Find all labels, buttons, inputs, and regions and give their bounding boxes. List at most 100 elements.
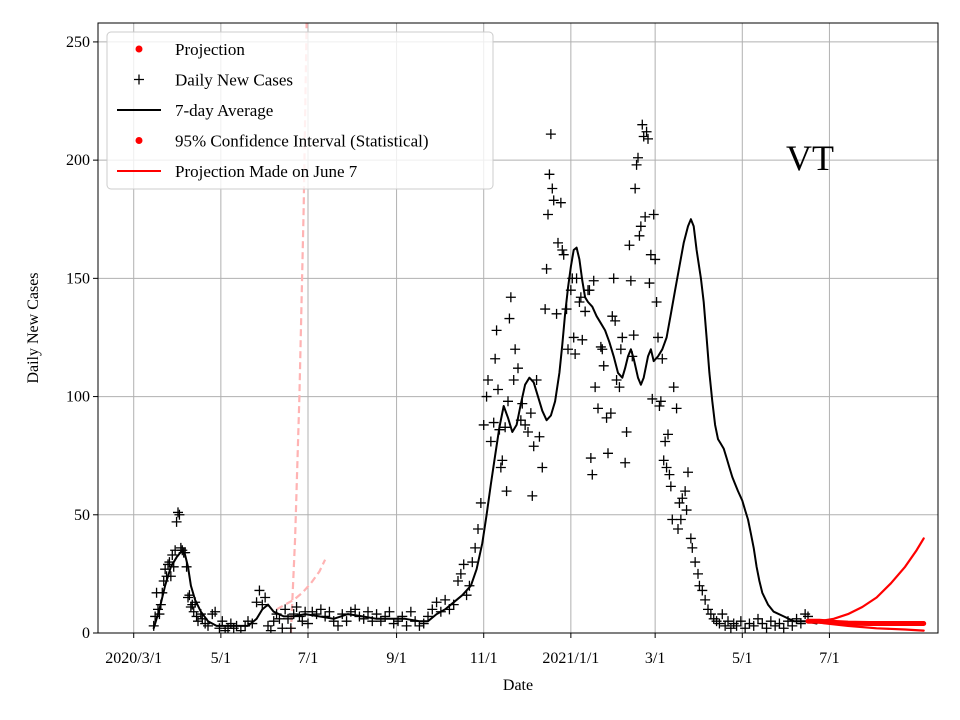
daily-case-marker (388, 618, 399, 629)
daily-case-marker (650, 254, 661, 265)
legend-item: 7-day Average (117, 101, 273, 120)
daily-case-marker (753, 613, 763, 624)
daily-case-marker (510, 344, 521, 355)
x-tick-label: 2020/3/1 (105, 650, 162, 667)
daily-case-marker (473, 523, 483, 534)
daily-case-marker (584, 285, 595, 296)
daily-case-marker (647, 393, 658, 404)
daily-case-marker (631, 159, 642, 170)
daily-case-marker (171, 516, 182, 527)
daily-case-marker (657, 353, 668, 364)
daily-case-marker (774, 618, 785, 629)
daily-case-marker (587, 469, 598, 480)
daily-case-marker (555, 197, 566, 208)
daily-case-marker (485, 436, 496, 447)
daily-case-marker (778, 623, 789, 633)
daily-case-marker (571, 273, 582, 284)
confidence-interval-line (276, 559, 327, 611)
daily-case-marker (547, 183, 558, 194)
daily-case-marker (634, 230, 645, 241)
y-tick-label: 0 (82, 625, 90, 642)
daily-case-marker (653, 332, 663, 343)
x-tick-label: 5/1 (732, 650, 752, 667)
daily-case-marker (641, 126, 652, 137)
daily-case-marker (414, 620, 425, 631)
daily-case-marker (570, 349, 581, 360)
daily-case-marker (585, 453, 596, 464)
daily-case-marker (540, 304, 551, 315)
daily-case-marker (537, 462, 548, 473)
daily-case-marker (431, 597, 442, 608)
daily-case-marker (605, 408, 616, 419)
daily-case-marker (333, 620, 343, 631)
daily-case-marker (714, 618, 725, 629)
daily-case-marker (534, 431, 545, 442)
legend-label: 7-day Average (175, 101, 273, 120)
daily-case-marker (628, 330, 639, 341)
daily-case-marker (280, 604, 291, 615)
daily-case-marker (173, 507, 183, 518)
daily-case-marker (251, 597, 262, 608)
daily-case-marker (458, 559, 469, 570)
daily-case-marker (761, 623, 772, 633)
daily-case-marker (551, 308, 562, 319)
daily-case-marker (303, 618, 313, 629)
daily-case-marker (615, 344, 626, 355)
legend-plus-icon (134, 74, 144, 85)
daily-case-marker (545, 129, 556, 140)
daily-case-marker (235, 625, 246, 633)
daily-case-marker (311, 609, 322, 620)
legend-item: Daily New Cases (134, 71, 293, 90)
daily-case-marker (680, 486, 691, 497)
daily-case-marker (580, 306, 591, 317)
daily-case-marker (467, 557, 478, 568)
daily-case-marker (671, 403, 682, 414)
y-tick-label: 50 (74, 507, 90, 524)
daily-case-marker (203, 620, 213, 631)
daily-case-marker (693, 568, 703, 579)
daily-case-marker (243, 616, 253, 627)
daily-case-marker (501, 486, 512, 497)
daily-case-marker (765, 616, 776, 627)
x-tick-label: 5/1 (211, 650, 231, 667)
daily-case-marker (748, 620, 759, 631)
y-tick-label: 100 (66, 389, 90, 406)
daily-case-marker (574, 296, 585, 307)
daily-case-marker (505, 292, 516, 303)
plot-area (148, 23, 927, 633)
daily-case-marker (217, 616, 228, 627)
daily-case-marker (563, 344, 573, 355)
daily-case-marker (553, 237, 563, 248)
daily-case-marker (324, 606, 335, 617)
daily-case-marker (491, 325, 502, 336)
daily-case-marker (740, 623, 751, 633)
daily-case-marker (277, 623, 288, 633)
daily-case-marker (717, 609, 728, 620)
daily-case-marker (787, 620, 798, 631)
daily-case-marker (590, 382, 601, 393)
daily-case-marker (620, 457, 631, 468)
x-tick-label: 7/1 (819, 650, 839, 667)
daily-case-marker (700, 594, 711, 605)
daily-case-marker (595, 341, 606, 352)
daily-case-marker (675, 514, 686, 525)
daily-case-marker (624, 240, 635, 251)
daily-case-marker (527, 490, 538, 501)
daily-case-marker (640, 211, 651, 222)
legend-dot-icon (135, 137, 143, 144)
daily-case-marker (644, 278, 655, 289)
daily-case-marker (630, 183, 641, 194)
legend-item: Projection Made on June 7 (117, 162, 358, 181)
daily-case-marker (643, 133, 653, 144)
daily-case-marker (371, 609, 382, 620)
daily-case-marker (683, 467, 693, 478)
axes-ticks: 0 50 100 150 200 250 2020/3/1 5/1 7/1 9/1 11/1 2021… (66, 34, 840, 667)
daily-case-marker (481, 391, 492, 402)
daily-case-marker (174, 509, 185, 520)
daily-case-marker (488, 417, 499, 428)
daily-case-marker (490, 353, 501, 364)
daily-case-marker (681, 505, 692, 516)
y-axis-label: Daily New Cases (25, 272, 42, 383)
daily-case-marker (651, 296, 662, 307)
daily-case-marker (645, 249, 656, 260)
